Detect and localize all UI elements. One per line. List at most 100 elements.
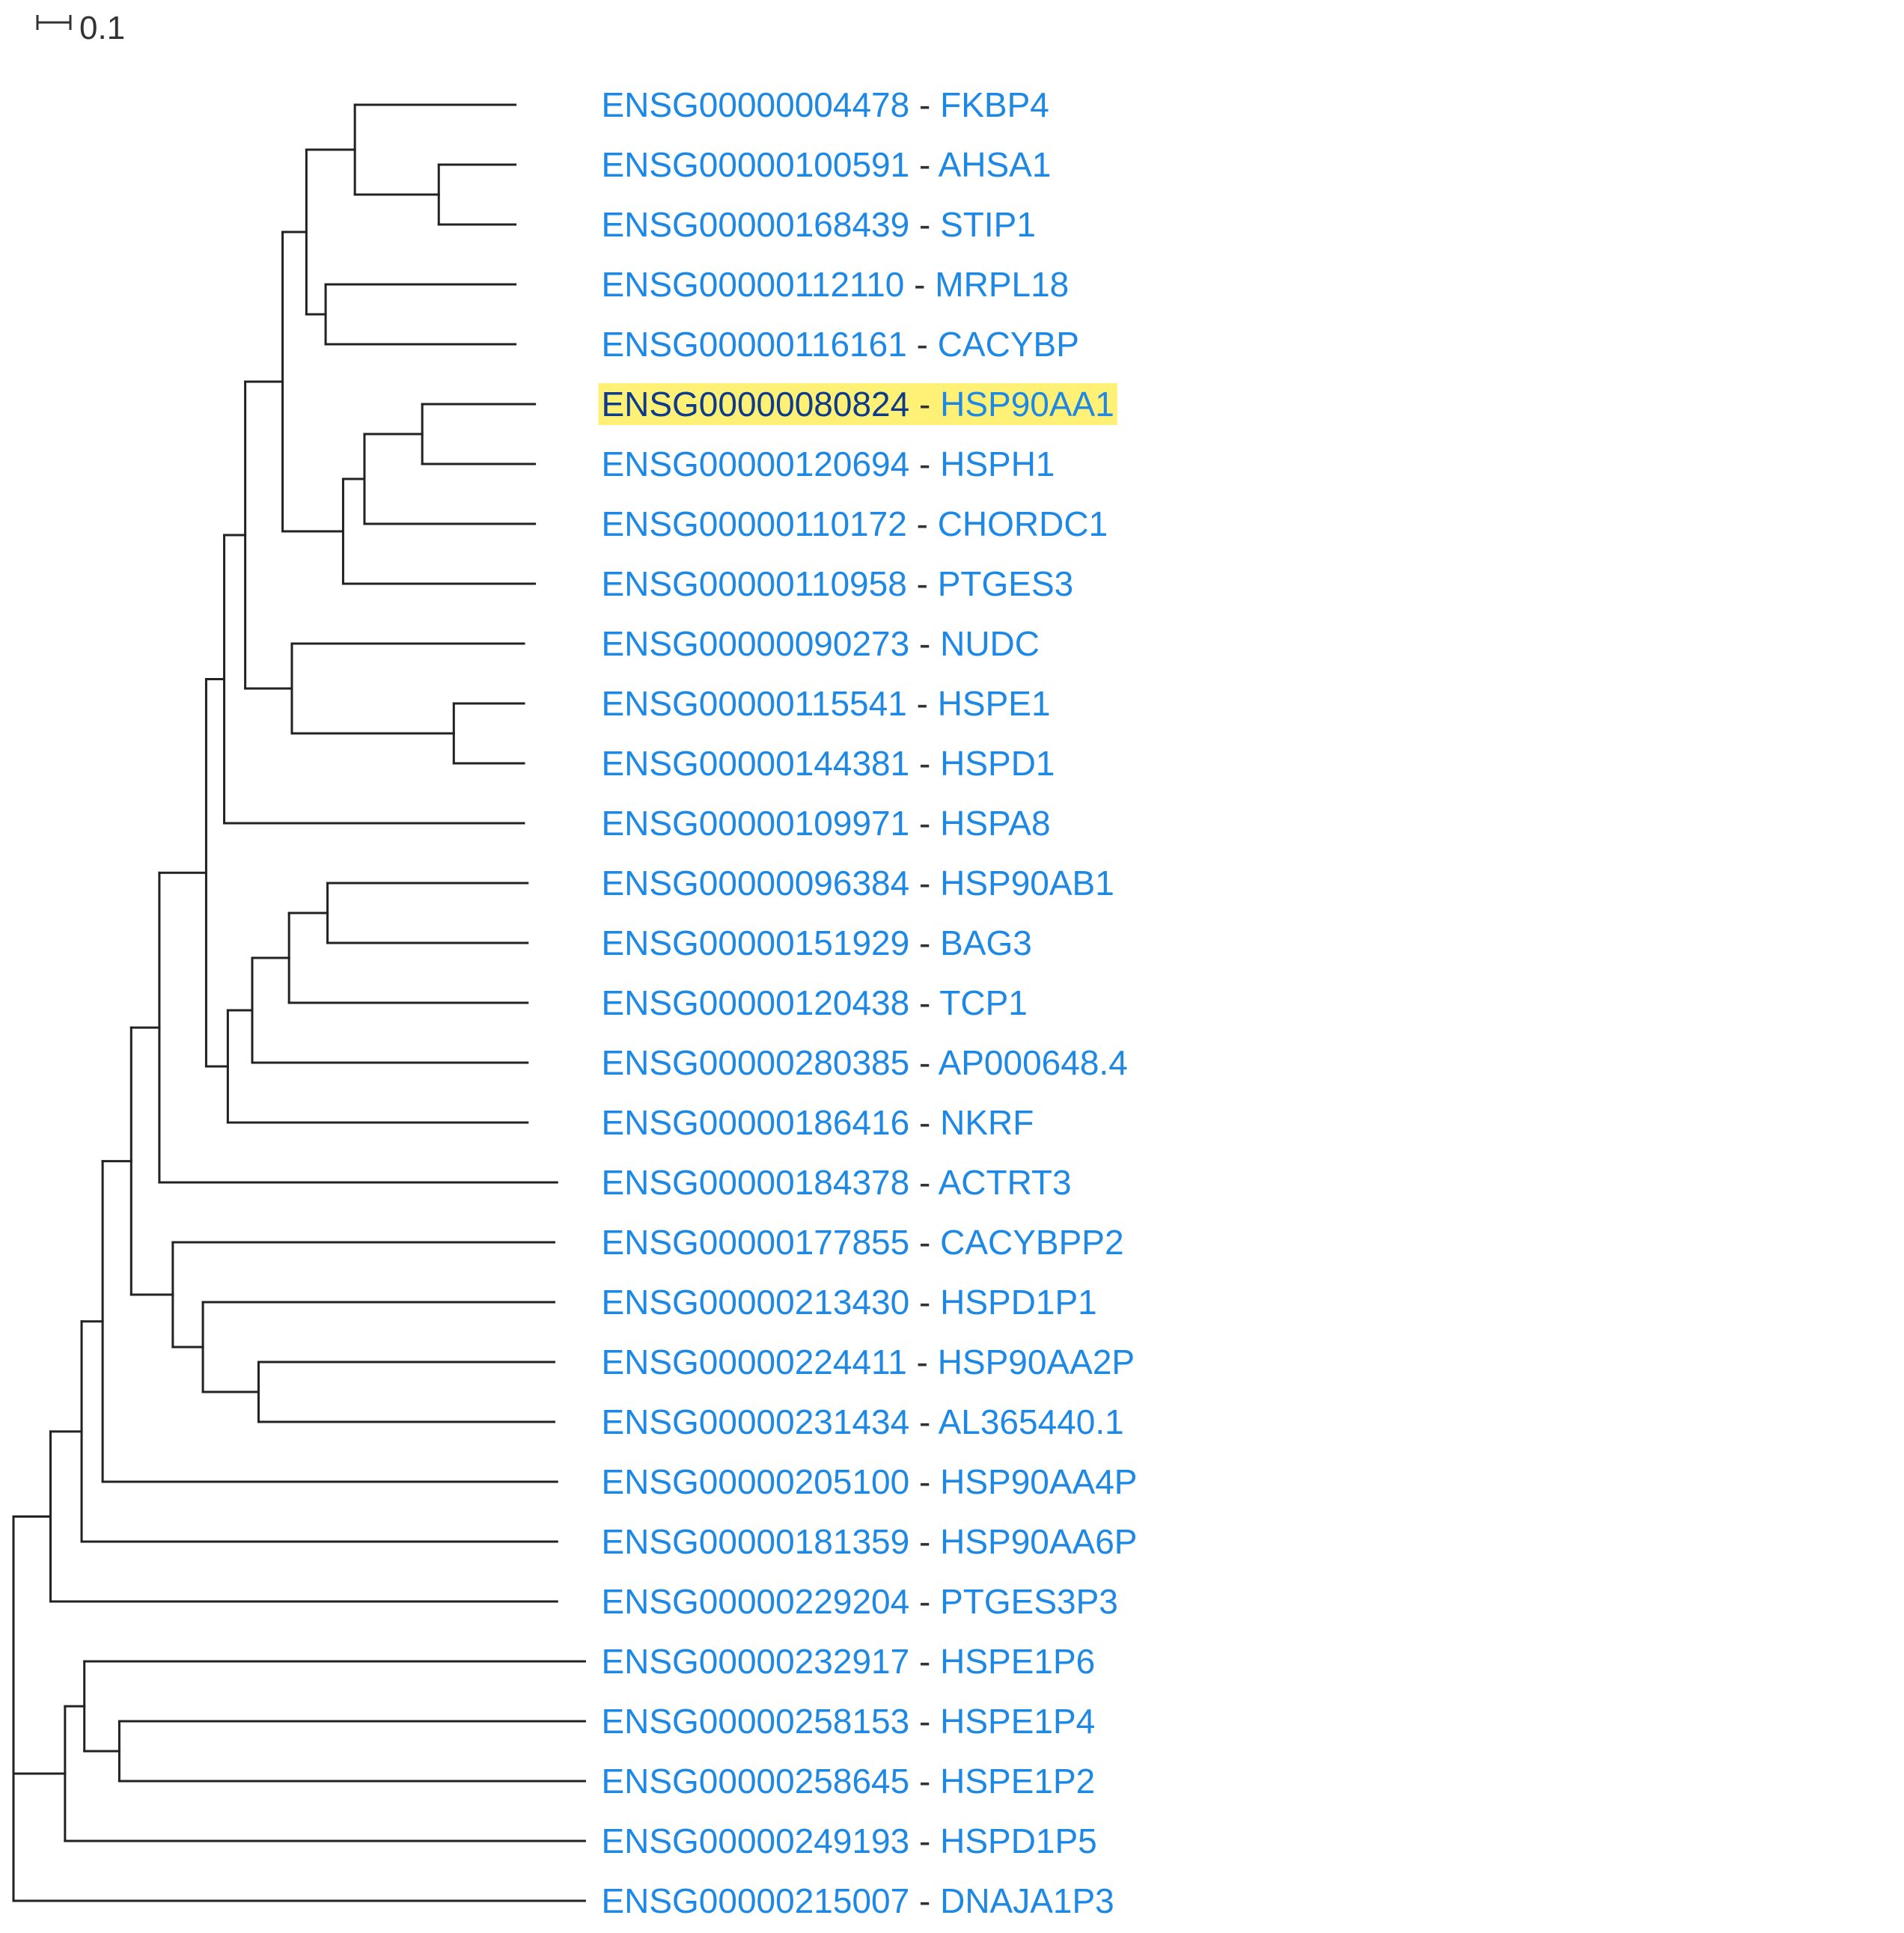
gene-id: ENSG00000229204	[601, 1582, 909, 1621]
leaf-label-nudc[interactable]: ENSG00000090273 - NUDC	[601, 624, 1040, 663]
gene-id: ENSG00000249193	[601, 1821, 909, 1860]
gene-symbol: NUDC	[940, 624, 1040, 663]
leaf-label-bag3[interactable]: ENSG00000151929 - BAG3	[601, 923, 1031, 962]
gene-symbol: ACTRT3	[939, 1163, 1072, 1202]
leaf-label-dnaja1p3[interactable]: ENSG00000215007 - DNAJA1P3	[601, 1881, 1114, 1920]
label-separator: -	[909, 864, 940, 903]
gene-id: ENSG00000184378	[601, 1163, 909, 1202]
leaf-label-hspd1p5[interactable]: ENSG00000249193 - HSPD1P5	[601, 1821, 1096, 1860]
gene-id: ENSG00000205100	[601, 1462, 909, 1501]
gene-id: ENSG00000232917	[601, 1642, 909, 1681]
leaf-label-mrpl18[interactable]: ENSG00000112110 - MRPL18	[601, 265, 1069, 304]
label-separator: -	[909, 385, 940, 424]
gene-symbol: PTGES3	[938, 564, 1074, 603]
gene-symbol: HSP90AA1	[940, 385, 1114, 424]
gene-symbol: HSP90AA6P	[940, 1522, 1137, 1561]
leaf-label-fkbp4[interactable]: ENSG00000004478 - FKBP4	[601, 85, 1049, 124]
gene-symbol: FKBP4	[940, 85, 1049, 124]
label-separator: -	[909, 923, 940, 962]
leaf-label-nkrf[interactable]: ENSG00000186416 - NKRF	[601, 1103, 1034, 1142]
gene-symbol: HSPA8	[940, 804, 1050, 843]
label-separator: -	[909, 1283, 940, 1322]
leaf-label-cacybp[interactable]: ENSG00000116161 - CACYBP	[601, 325, 1078, 364]
leaf-label-hspe1p6[interactable]: ENSG00000232917 - HSPE1P6	[601, 1642, 1095, 1681]
gene-id: ENSG00000116161	[601, 325, 906, 364]
leaf-label-hsp90aa1[interactable]: ENSG00000080824 - HSP90AA1	[601, 385, 1114, 424]
leaf-label-tcp1[interactable]: ENSG00000120438 - TCP1	[601, 983, 1027, 1022]
gene-symbol: MRPL18	[935, 265, 1069, 304]
leaf-label-hsp90aa4p[interactable]: ENSG00000205100 - HSP90AA4P	[601, 1462, 1137, 1501]
label-separator: -	[909, 1163, 938, 1202]
leaf-label-al365440-1[interactable]: ENSG00000231434 - AL365440.1	[601, 1402, 1123, 1441]
label-separator: -	[909, 1223, 940, 1262]
gene-symbol: HSPD1	[940, 744, 1055, 783]
leaf-label-hspa8[interactable]: ENSG00000109971 - HSPA8	[601, 804, 1050, 843]
gene-id: ENSG00000213430	[601, 1283, 909, 1322]
label-separator: -	[909, 1522, 940, 1561]
gene-id: ENSG00000186416	[601, 1103, 909, 1142]
label-separator: -	[909, 145, 938, 184]
label-separator: -	[909, 983, 939, 1022]
gene-id: ENSG00000120438	[601, 983, 909, 1022]
tree-branches	[12, 103, 586, 1902]
leaf-label-actrt3[interactable]: ENSG00000184378 - ACTRT3	[601, 1163, 1071, 1202]
leaf-label-ptges3[interactable]: ENSG00000110958 - PTGES3	[601, 564, 1073, 603]
leaf-label-hspd1[interactable]: ENSG00000144381 - HSPD1	[601, 744, 1055, 783]
label-separator: -	[909, 85, 940, 124]
gene-symbol: HSP90AA4P	[940, 1462, 1137, 1501]
gene-symbol: HSPE1P4	[940, 1702, 1095, 1741]
gene-symbol: AL365440.1	[939, 1402, 1124, 1441]
gene-id: ENSG00000115541	[601, 684, 906, 723]
gene-symbol: HSPD1P1	[940, 1283, 1097, 1322]
gene-id: ENSG00000110172	[601, 504, 906, 543]
gene-id: ENSG00000258153	[601, 1702, 909, 1741]
leaf-label-hspe1p2[interactable]: ENSG00000258645 - HSPE1P2	[601, 1762, 1095, 1801]
gene-id: ENSG00000004478	[601, 85, 909, 124]
leaf-label-hspe1[interactable]: ENSG00000115541 - HSPE1	[601, 684, 1050, 723]
label-separator: -	[909, 1881, 940, 1920]
leaf-labels: ENSG00000004478 - FKBP4 ENSG00000100591 -…	[598, 85, 1138, 1920]
label-separator: -	[909, 1402, 938, 1441]
leaf-label-hspe1p4[interactable]: ENSG00000258153 - HSPE1P4	[601, 1702, 1095, 1741]
gene-symbol: HSPH1	[940, 445, 1055, 483]
leaf-label-hsp90aa2p[interactable]: ENSG00000224411 - HSP90AA2P	[601, 1343, 1135, 1381]
label-separator: -	[909, 1821, 940, 1860]
leaf-label-ptges3p3[interactable]: ENSG00000229204 - PTGES3P3	[601, 1582, 1117, 1621]
gene-id: ENSG00000112110	[601, 265, 904, 304]
gene-id: ENSG00000258645	[601, 1762, 909, 1801]
label-separator: -	[907, 325, 938, 364]
gene-symbol: HSP90AB1	[940, 864, 1114, 903]
leaf-label-hspd1p1[interactable]: ENSG00000213430 - HSPD1P1	[601, 1283, 1096, 1322]
scale-bar: 0.1	[36, 10, 125, 46]
label-separator: -	[904, 265, 935, 304]
label-separator: -	[909, 804, 940, 843]
leaf-label-hsp90ab1[interactable]: ENSG00000096384 - HSP90AB1	[601, 864, 1114, 903]
leaf-label-ahsa1[interactable]: ENSG00000100591 - AHSA1	[601, 145, 1051, 184]
leaf-label-ap000648-4[interactable]: ENSG00000280385 - AP000648.4	[601, 1043, 1127, 1082]
gene-id: ENSG00000144381	[601, 744, 909, 783]
leaf-label-hsp90aa6p[interactable]: ENSG00000181359 - HSP90AA6P	[601, 1522, 1137, 1561]
gene-id: ENSG00000109971	[601, 804, 909, 843]
label-separator: -	[909, 1582, 940, 1621]
gene-id: ENSG00000215007	[601, 1881, 909, 1920]
gene-id: ENSG00000090273	[601, 624, 909, 663]
gene-symbol: AP000648.4	[939, 1043, 1128, 1082]
label-separator: -	[909, 205, 940, 244]
gene-symbol: CHORDC1	[938, 504, 1108, 543]
label-separator: -	[907, 1343, 938, 1381]
gene-symbol: STIP1	[940, 205, 1036, 244]
gene-symbol: PTGES3P3	[940, 1582, 1118, 1621]
highlight-marker	[598, 383, 1117, 425]
label-separator: -	[909, 1702, 940, 1741]
gene-symbol: HSP90AA2P	[938, 1343, 1135, 1381]
leaf-label-cacybpp2[interactable]: ENSG00000177855 - CACYBPP2	[601, 1223, 1123, 1262]
gene-id: ENSG00000168439	[601, 205, 909, 244]
leaf-label-hsph1[interactable]: ENSG00000120694 - HSPH1	[601, 445, 1055, 483]
gene-id: ENSG00000120694	[601, 445, 909, 483]
leaf-label-chordc1[interactable]: ENSG00000110172 - CHORDC1	[601, 504, 1108, 543]
leaf-label-stip1[interactable]: ENSG00000168439 - STIP1	[601, 205, 1036, 244]
gene-id: ENSG00000110958	[601, 564, 906, 603]
gene-symbol: BAG3	[940, 923, 1032, 962]
gene-id: ENSG00000231434	[601, 1402, 909, 1441]
